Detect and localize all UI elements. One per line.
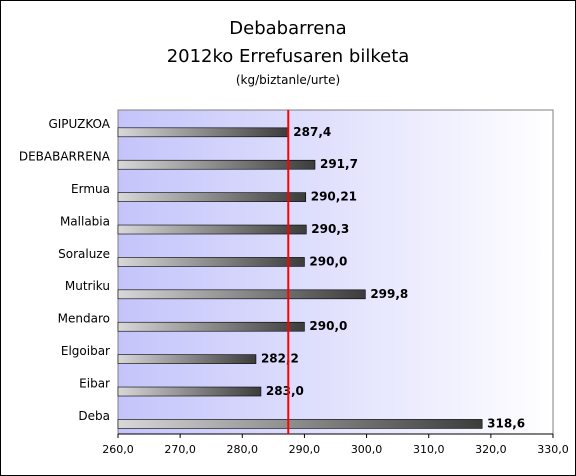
data-label: 291,7	[320, 157, 358, 171]
x-tick-label: 260,0	[102, 443, 134, 456]
category-label: GIPUZKOA	[48, 117, 110, 131]
category-label: Elgoibar	[61, 344, 110, 358]
chart-title: Debabarrena	[229, 18, 347, 39]
bar-gipuzkoa	[117, 127, 289, 138]
bar-eibar	[117, 386, 262, 397]
data-label: 290,0	[309, 319, 347, 333]
chart-subtitle: 2012ko Errefusaren bilketa	[166, 46, 410, 67]
chart-unit-label: (kg/biztanle/urte)	[235, 73, 341, 87]
category-label: Eibar	[79, 376, 110, 390]
category-label: Mallabia	[60, 214, 110, 228]
x-tick-label: 320,0	[475, 443, 507, 456]
category-label: Mutriku	[65, 279, 110, 293]
data-label: 282,2	[261, 352, 299, 366]
bar-deba	[117, 419, 483, 429]
category-label: Ermua	[71, 182, 110, 196]
data-label: 299,8	[370, 287, 408, 301]
x-tick-label: 310,0	[413, 443, 445, 456]
category-label: Deba	[78, 409, 110, 423]
data-label: 283,0	[266, 384, 304, 398]
x-tick-label: 300,0	[351, 443, 383, 456]
bar-ermua	[117, 192, 307, 202]
data-label: 290,21	[311, 190, 357, 204]
category-label: Mendaro	[58, 312, 110, 326]
category-label: DEBABARRENA	[19, 150, 111, 164]
data-label: 290,3	[311, 222, 349, 236]
data-label: 290,0	[309, 254, 347, 268]
bar-elgoibar	[117, 354, 257, 364]
bar-mendaro	[117, 321, 305, 332]
bar-debabarrena	[117, 159, 316, 170]
bar-mutriku	[117, 289, 366, 300]
data-label: 318,6	[487, 416, 525, 430]
x-tick-label: 280,0	[227, 443, 259, 456]
category-label: Soraluze	[58, 247, 110, 261]
x-tick-label: 290,0	[289, 443, 321, 456]
x-tick-label: 330,0	[537, 443, 569, 456]
x-tick-label: 270,0	[164, 443, 196, 456]
bar-mallabia	[117, 224, 307, 235]
bar-soraluze	[117, 257, 305, 267]
data-label: 287,4	[293, 125, 331, 139]
